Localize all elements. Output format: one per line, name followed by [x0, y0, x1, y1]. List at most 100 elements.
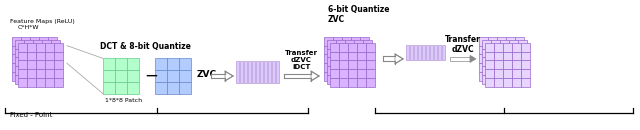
Text: DCT & 8-bit Quantize: DCT & 8-bit Quantize	[100, 41, 191, 51]
Bar	[45, 69, 54, 78]
Bar	[503, 78, 512, 87]
Bar	[521, 60, 530, 69]
Bar	[422, 45, 425, 60]
Bar	[503, 60, 512, 69]
Bar	[33, 75, 42, 84]
Bar	[509, 66, 518, 75]
Bar	[30, 72, 39, 81]
Text: Fixed - Point: Fixed - Point	[10, 112, 52, 118]
Bar	[48, 37, 57, 46]
Bar	[324, 63, 333, 72]
Bar	[30, 46, 39, 54]
Bar	[360, 63, 369, 72]
Bar	[521, 43, 530, 51]
Bar	[357, 60, 366, 69]
Bar	[434, 45, 437, 60]
Bar	[51, 75, 60, 84]
Bar	[103, 82, 115, 94]
Bar	[42, 66, 51, 75]
Bar	[363, 75, 372, 84]
Bar	[260, 61, 263, 83]
Bar	[48, 72, 57, 81]
Bar	[512, 78, 521, 87]
Bar	[488, 54, 497, 63]
Bar	[336, 57, 345, 66]
Bar	[18, 69, 27, 78]
Bar	[36, 60, 45, 69]
Bar	[497, 46, 506, 54]
Bar	[488, 72, 497, 81]
Bar	[348, 43, 357, 51]
Bar	[515, 54, 524, 63]
Bar	[521, 51, 530, 60]
Bar	[167, 58, 179, 70]
Bar	[345, 40, 354, 49]
Bar	[494, 69, 503, 78]
Bar	[339, 51, 348, 60]
Bar	[330, 51, 339, 60]
Bar	[12, 46, 21, 54]
Bar	[342, 37, 351, 46]
Bar	[330, 43, 339, 51]
Bar	[348, 78, 357, 87]
Bar	[482, 49, 491, 57]
Bar	[360, 72, 369, 81]
Bar	[333, 54, 342, 63]
Text: C*H*W: C*H*W	[18, 25, 40, 30]
Bar	[485, 60, 494, 69]
Bar	[512, 60, 521, 69]
Bar	[324, 46, 333, 54]
Bar	[36, 51, 45, 60]
Bar	[438, 45, 441, 60]
Bar	[18, 78, 27, 87]
Bar	[354, 75, 363, 84]
Bar	[155, 70, 167, 82]
Bar	[12, 63, 21, 72]
Bar	[324, 72, 333, 81]
Polygon shape	[470, 55, 476, 62]
Bar	[357, 69, 366, 78]
Bar	[345, 66, 354, 75]
Bar	[284, 74, 311, 79]
Bar	[497, 72, 506, 81]
Bar	[24, 75, 33, 84]
Bar	[268, 61, 271, 83]
Bar	[509, 40, 518, 49]
Text: Feature Maps (ReLU): Feature Maps (ReLU)	[10, 19, 75, 24]
Bar	[363, 40, 372, 49]
Polygon shape	[395, 54, 403, 64]
Bar	[512, 43, 521, 51]
Text: ZVC: ZVC	[197, 70, 217, 79]
Bar	[500, 49, 509, 57]
Bar	[506, 72, 515, 81]
Bar	[383, 56, 395, 61]
Bar	[500, 66, 509, 75]
Bar	[506, 37, 515, 46]
Bar	[366, 78, 375, 87]
Bar	[39, 46, 48, 54]
Bar	[33, 40, 42, 49]
Bar	[479, 46, 488, 54]
Bar	[515, 37, 524, 46]
Bar	[330, 69, 339, 78]
Bar	[506, 63, 515, 72]
Bar	[500, 40, 509, 49]
Bar	[497, 54, 506, 63]
Bar	[48, 46, 57, 54]
Bar	[336, 49, 345, 57]
Bar	[54, 51, 63, 60]
Bar	[15, 75, 24, 84]
Bar	[276, 61, 279, 83]
Bar	[506, 54, 515, 63]
Bar	[45, 60, 54, 69]
Bar	[503, 51, 512, 60]
Text: Transfer
dZVC
iDCT: Transfer dZVC iDCT	[285, 50, 318, 70]
Polygon shape	[311, 71, 319, 81]
Bar	[12, 37, 21, 46]
Bar	[24, 49, 33, 57]
Bar	[357, 51, 366, 60]
Bar	[330, 78, 339, 87]
Bar	[494, 43, 503, 51]
Bar	[211, 74, 225, 79]
Text: −: −	[144, 67, 158, 85]
